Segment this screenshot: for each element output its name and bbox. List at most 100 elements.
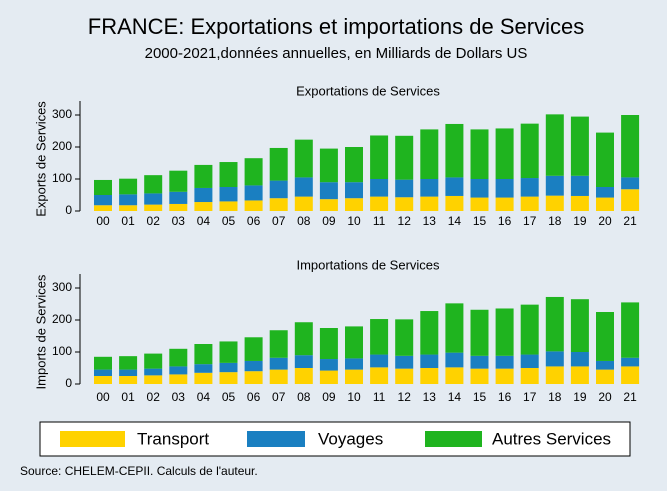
bar-segment [269, 369, 288, 384]
source: Source: CHELEM-CEPII. Calculs de l'auteu… [20, 464, 258, 478]
x-tick-label: 11 [373, 214, 386, 228]
x-tick-label: 21 [623, 214, 637, 228]
bar-segment [345, 198, 363, 211]
bar-segment [244, 371, 263, 384]
bar-segment [470, 197, 489, 211]
bar-segment [169, 374, 188, 384]
bar-segment [370, 354, 389, 368]
x-tick-label: 21 [623, 390, 637, 404]
y-tick-label: 200 [52, 312, 72, 326]
bar-segment [545, 175, 564, 196]
bar-segment [570, 195, 589, 211]
y-tick-label: 0 [65, 376, 72, 390]
bar-segment [621, 302, 640, 358]
bar-segment [94, 369, 112, 376]
x-tick-label: 11 [373, 390, 386, 404]
bar-segment [319, 328, 338, 360]
x-tick-label: 17 [523, 390, 537, 404]
bar-segment [495, 128, 514, 179]
bar-segment [395, 197, 414, 211]
bar-segment [395, 135, 414, 180]
bar-segment [269, 357, 288, 370]
bar-segment [470, 355, 489, 369]
x-tick-label: 03 [172, 214, 186, 228]
x-tick-label: 13 [423, 390, 437, 404]
bar-segment [596, 312, 614, 361]
x-tick-label: 18 [548, 390, 562, 404]
x-tick-label: 00 [96, 214, 110, 228]
bar-segment [219, 162, 238, 187]
bar-segment [420, 196, 439, 211]
bar-segment [169, 366, 188, 375]
bar-segment [596, 132, 614, 187]
bar-segment [596, 187, 614, 198]
bar-segment [570, 299, 589, 352]
bar-segment [194, 164, 213, 188]
bar-segment [345, 358, 363, 370]
bar-segment [596, 369, 614, 384]
bar-segment [194, 202, 213, 211]
x-tick-label: 08 [297, 214, 311, 228]
bar-segment [294, 139, 313, 178]
x-tick-label: 00 [96, 390, 110, 404]
bar-segment [319, 182, 338, 200]
bar-segment [570, 366, 589, 384]
bar-segment [194, 344, 213, 365]
bar-segment [169, 170, 188, 192]
x-tick-label: 04 [197, 214, 211, 228]
x-tick-label: 04 [197, 390, 211, 404]
bar-segment [294, 196, 313, 211]
x-tick-label: 07 [272, 214, 286, 228]
x-tick-label: 09 [322, 390, 336, 404]
bar-segment [370, 196, 389, 211]
bar-segment [395, 179, 414, 198]
bar-segment [520, 123, 539, 179]
bar-segment [294, 177, 313, 197]
y-tick-label: 300 [52, 280, 72, 294]
x-tick-label: 08 [297, 390, 311, 404]
bar-segment [545, 351, 564, 367]
bar-segment [144, 204, 163, 211]
bar-segment [119, 356, 138, 370]
bar-segment [119, 376, 138, 384]
bar-segment [294, 355, 313, 368]
bar-segment [244, 158, 263, 186]
bar-segment [445, 195, 464, 211]
bar-segment [445, 123, 464, 178]
bar-segment [219, 187, 238, 202]
x-tick-label: 02 [147, 214, 161, 228]
bar-segment [144, 368, 163, 376]
x-tick-label: 10 [347, 214, 361, 228]
y-axis-label: Imports de Services [33, 274, 48, 389]
legend-label: Transport [137, 429, 209, 448]
chart-subtitle: 2000-2021,données annuelles, en Milliard… [145, 45, 528, 62]
x-tick-label: 01 [121, 390, 135, 404]
x-tick-label: 13 [423, 214, 437, 228]
bar-segment [244, 337, 263, 361]
x-tick-label: 06 [247, 214, 261, 228]
bar-segment [269, 198, 288, 211]
bar-segment [545, 296, 564, 352]
bar-segment [520, 178, 539, 197]
x-tick-label: 20 [598, 214, 612, 228]
y-tick-label: 100 [52, 171, 72, 185]
bar-segment [345, 326, 363, 359]
bar-segment [621, 189, 640, 211]
bar-segment [244, 200, 263, 211]
bar-segment [269, 180, 288, 199]
bar-segment [119, 178, 138, 195]
bar-segment [570, 175, 589, 196]
bar-segment [570, 352, 589, 367]
bar-segment [445, 367, 464, 384]
y-tick-label: 200 [52, 139, 72, 153]
bar-segment [269, 147, 288, 181]
bar-segment [420, 354, 439, 368]
x-tick-label: 03 [172, 390, 186, 404]
panel-title: Importations de Services [296, 257, 440, 272]
bar-segment [621, 115, 640, 178]
bar-segment [370, 179, 389, 197]
bar-segment [545, 114, 564, 176]
bar-segment [94, 205, 112, 211]
